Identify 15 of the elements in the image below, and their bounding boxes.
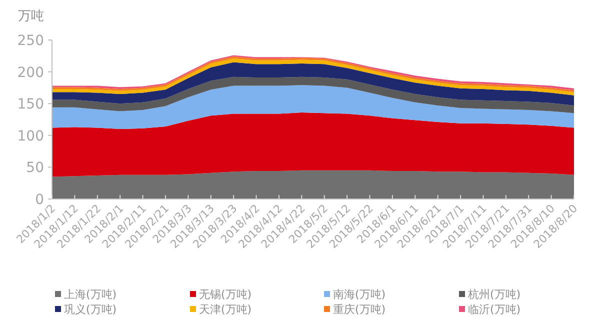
y-tick-label: 200 (17, 64, 44, 81)
y-tick-label: 150 (17, 96, 44, 113)
legend-label: 上海(万吨) (64, 288, 117, 301)
y-tick-label: 50 (26, 160, 44, 176)
y-tick-label: 100 (17, 128, 44, 144)
legend-label: 临沂(万吨) (468, 303, 521, 316)
y-tick-label: 250 (17, 33, 44, 49)
legend-label: 杭州(万吨) (467, 288, 521, 301)
y-axis-title: 万吨 (18, 9, 44, 24)
legend-label: 无锡(万吨) (199, 288, 252, 301)
legend-label: 巩义(万吨) (64, 303, 117, 316)
y-tick-label: 0 (35, 192, 44, 208)
legend-label: 南海(万吨) (333, 288, 386, 301)
legend-label: 天津(万吨) (199, 303, 252, 316)
legend-label: 重庆(万吨) (333, 303, 386, 316)
